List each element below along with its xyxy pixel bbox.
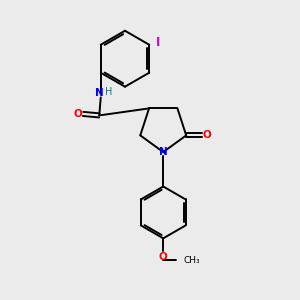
Text: CH₃: CH₃ [183,256,200,265]
Text: O: O [159,252,168,262]
Text: N: N [159,147,168,157]
Text: O: O [202,130,211,140]
Text: I: I [156,36,160,49]
Text: O: O [74,109,82,119]
Text: N: N [95,88,104,98]
Text: H: H [105,87,113,97]
